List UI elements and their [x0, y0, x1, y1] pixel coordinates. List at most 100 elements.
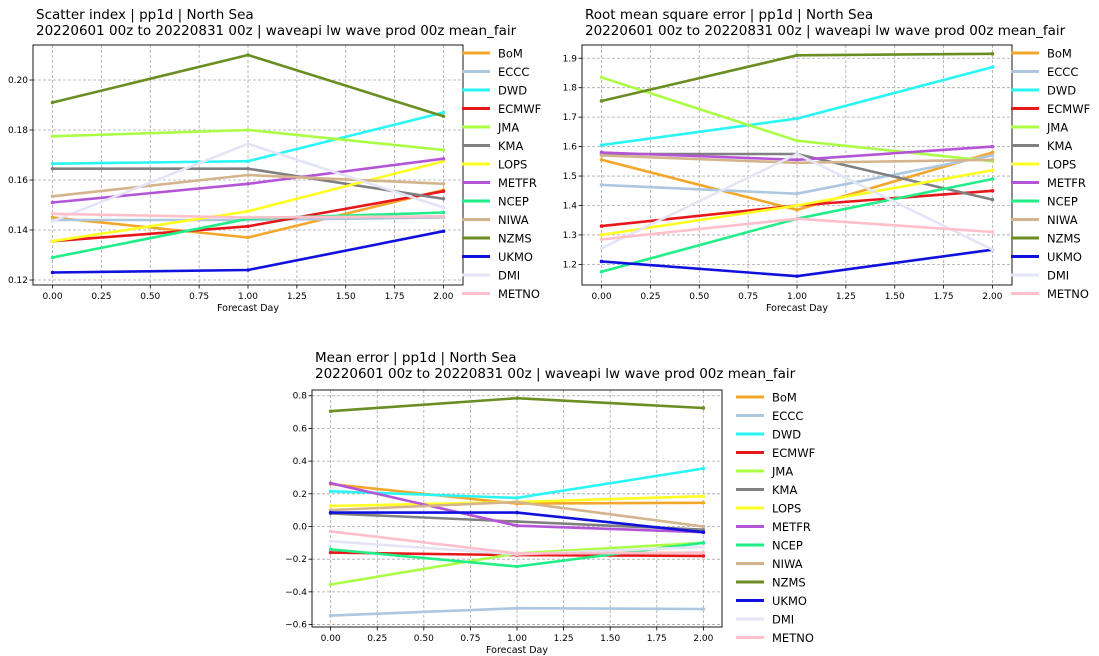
x-tick-label: 1.50 — [336, 292, 356, 302]
data-point — [599, 233, 604, 237]
chart-title: Mean error | pp1d | North Sea — [315, 350, 517, 366]
data-point — [328, 481, 333, 485]
data-point — [515, 523, 519, 528]
legend-label: ECMWF — [1047, 102, 1090, 116]
data-point — [990, 150, 995, 155]
legend-label: LOPS — [772, 502, 801, 516]
data-point — [701, 500, 706, 505]
x-tick-label: 1.75 — [385, 292, 405, 302]
data-point — [990, 52, 995, 56]
y-tick-label: 0.12 — [8, 276, 28, 286]
data-point — [795, 138, 799, 143]
data-point — [599, 269, 604, 274]
x-tick-label: 0.50 — [140, 292, 160, 302]
x-tick-label: 2.00 — [982, 292, 1002, 302]
data-point — [246, 215, 250, 220]
data-point — [515, 519, 519, 524]
x-tick-label: 0.00 — [43, 292, 63, 302]
data-point — [599, 183, 604, 187]
x-tick-label: 1.50 — [600, 634, 620, 644]
chart-0: Scatter index | pp1d | North Sea20220601… — [8, 7, 541, 314]
legend-label: METNO — [498, 287, 540, 301]
data-point — [990, 144, 995, 149]
legend-label: NIWA — [1047, 213, 1078, 227]
legend-label: NIWA — [772, 557, 803, 571]
legend-label: ECCC — [1047, 65, 1078, 79]
legend-label: METNO — [1047, 287, 1089, 301]
data-point — [515, 500, 519, 504]
legend-label: ECMWF — [498, 102, 541, 116]
y-tick-label: −0.6 — [285, 621, 307, 631]
data-point — [328, 582, 333, 587]
data-point — [990, 168, 995, 172]
x-axis-label: Forecast Day — [766, 303, 828, 314]
legend-label: NCEP — [772, 539, 803, 553]
data-point — [328, 529, 333, 534]
data-point — [246, 128, 250, 132]
data-point — [515, 606, 519, 611]
data-point — [441, 156, 446, 161]
data-point — [599, 158, 604, 162]
data-point — [50, 166, 55, 171]
data-point — [701, 530, 706, 534]
legend-label: NZMS — [772, 576, 806, 590]
legend-label: NIWA — [498, 213, 529, 227]
legend-label: METFR — [498, 176, 537, 190]
legend-label: METFR — [772, 520, 811, 534]
data-point — [599, 259, 604, 264]
x-tick-label: 1.25 — [287, 292, 307, 302]
data-point — [599, 237, 604, 242]
data-point — [599, 143, 604, 147]
y-tick-label: 0.16 — [8, 176, 28, 186]
x-axis-label: Forecast Day — [217, 303, 279, 314]
legend-label: DWD — [1047, 84, 1076, 98]
data-point — [50, 100, 55, 105]
x-tick-label: 1.75 — [934, 292, 954, 302]
x-tick-label: 0.50 — [689, 292, 709, 302]
x-tick-label: 0.25 — [640, 292, 660, 302]
x-tick-label: 2.00 — [433, 292, 453, 302]
data-point — [599, 75, 604, 80]
legend-label: NZMS — [498, 232, 532, 246]
legend-label: BoM — [1047, 47, 1072, 61]
data-point — [701, 494, 706, 499]
legend-label: JMA — [771, 465, 793, 479]
x-tick-label: 1.25 — [554, 634, 574, 644]
legend-label: NZMS — [1047, 232, 1081, 246]
data-point — [795, 216, 799, 221]
data-point — [328, 510, 333, 515]
x-tick-label: 2.00 — [693, 634, 713, 644]
data-point — [328, 504, 333, 508]
data-point — [50, 215, 55, 220]
legend-label: LOPS — [498, 158, 527, 172]
data-point — [701, 524, 706, 529]
legend-label: UKMO — [772, 594, 807, 608]
data-point — [701, 554, 706, 558]
x-tick-label: 1.75 — [647, 634, 667, 644]
legend: BoM ECCC DWD ECMWF JMA KMA LOPS METFR NCEP NIWA NZ… — [462, 47, 541, 301]
data-point — [795, 160, 799, 165]
data-point — [441, 114, 446, 119]
y-tick-label: 0.18 — [8, 126, 28, 136]
x-tick-label: 0.25 — [367, 634, 387, 644]
data-point — [515, 564, 519, 569]
legend-label: BoM — [772, 391, 797, 405]
data-point — [599, 150, 604, 155]
data-point — [328, 613, 333, 618]
legend-label: DWD — [772, 428, 801, 442]
data-point — [50, 194, 55, 199]
data-point — [515, 510, 519, 515]
y-tick-label: 1.9 — [563, 54, 578, 64]
chart-title: Root mean square error | pp1d | North Se… — [585, 7, 873, 23]
data-point — [701, 545, 706, 549]
data-point — [990, 197, 995, 202]
legend-label: DWD — [498, 84, 527, 98]
y-tick-label: −0.4 — [285, 588, 307, 598]
data-point — [795, 116, 799, 121]
x-tick-label: 0.50 — [414, 634, 434, 644]
data-point — [441, 229, 446, 234]
data-point — [50, 270, 55, 275]
legend-label: DMI — [1047, 269, 1069, 283]
legend-label: UKMO — [1047, 250, 1082, 264]
x-axis-label: Forecast Day — [486, 645, 548, 656]
